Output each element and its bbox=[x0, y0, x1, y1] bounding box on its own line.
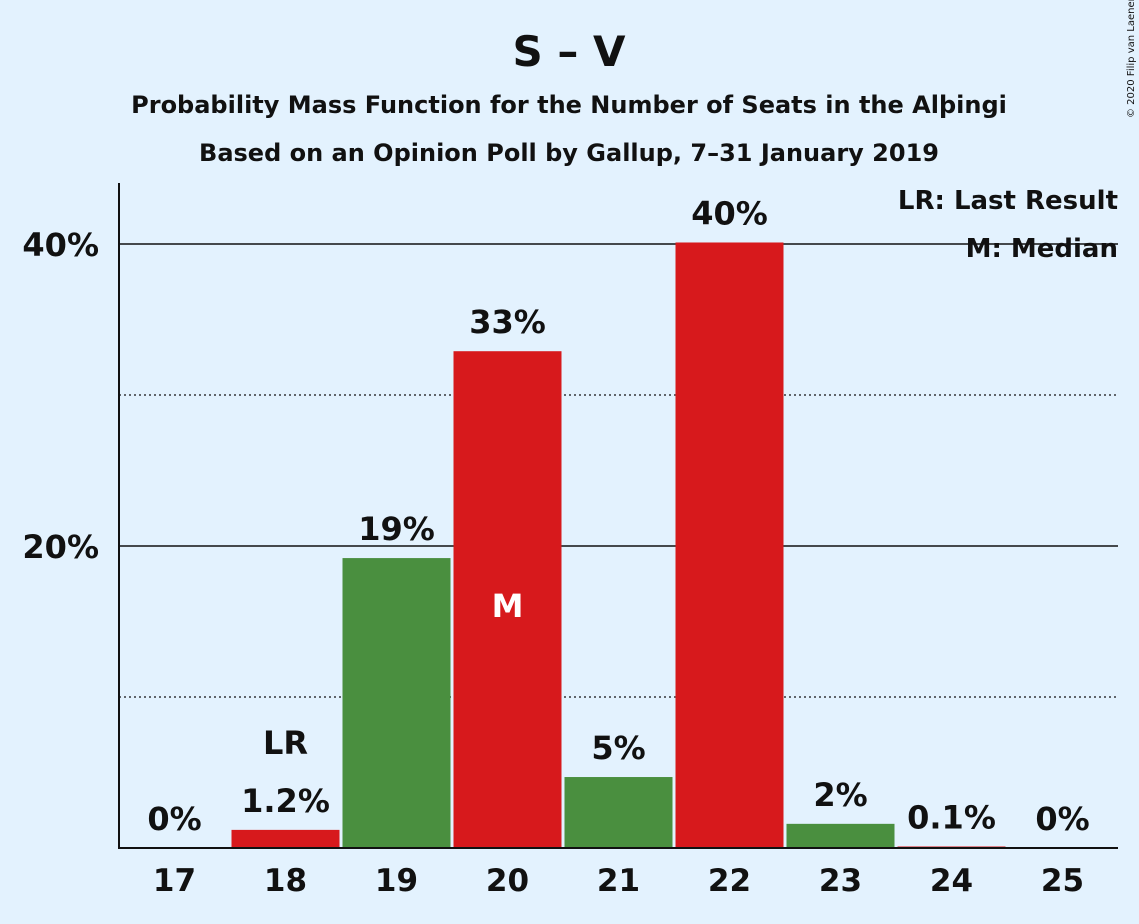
bars bbox=[231, 242, 1006, 849]
y-tick-label: 20% bbox=[22, 528, 99, 566]
value-label-24: 0.1% bbox=[907, 798, 996, 836]
last-result-marker: LR bbox=[263, 724, 308, 762]
x-axis-ticks: 17 18 19 20 21 22 23 24 25 bbox=[153, 863, 1084, 899]
gridlines bbox=[119, 243, 1118, 698]
x-tick-label: 20 bbox=[486, 863, 529, 899]
value-label-23: 2% bbox=[813, 776, 867, 814]
x-tick-label: 18 bbox=[264, 863, 307, 899]
x-tick-label: 23 bbox=[819, 863, 862, 899]
chart-title: S – V bbox=[513, 27, 626, 76]
x-tick-label: 21 bbox=[597, 863, 640, 899]
x-tick-label: 19 bbox=[375, 863, 418, 899]
value-label-21: 5% bbox=[591, 729, 645, 767]
bar-22 bbox=[675, 242, 784, 849]
bar-20 bbox=[453, 351, 562, 848]
x-tick-label: 24 bbox=[930, 863, 973, 899]
bar-23 bbox=[786, 823, 895, 848]
value-label-19: 19% bbox=[358, 510, 435, 548]
value-label-20: 33% bbox=[469, 303, 546, 341]
value-label-17: 0% bbox=[147, 800, 201, 838]
value-labels: 0% 1.2% LR 19% 33% M 5% 40% 2% 0.1% 0% bbox=[147, 194, 1089, 838]
bar-19 bbox=[342, 558, 451, 848]
x-tick-label: 25 bbox=[1041, 863, 1084, 899]
legend-last-result: LR: Last Result bbox=[898, 186, 1118, 216]
value-label-18: 1.2% bbox=[241, 782, 330, 820]
value-label-25: 0% bbox=[1035, 800, 1089, 838]
x-tick-label: 17 bbox=[153, 863, 196, 899]
x-tick-label: 22 bbox=[708, 863, 751, 899]
y-tick-label: 40% bbox=[22, 226, 99, 264]
legend-median: M: Median bbox=[966, 234, 1118, 264]
value-label-22: 40% bbox=[691, 194, 768, 232]
median-marker: M bbox=[492, 587, 524, 625]
bar-18 bbox=[231, 829, 340, 848]
bar-21 bbox=[564, 777, 673, 848]
chart-subtitle-2: Based on an Opinion Poll by Gallup, 7–31… bbox=[199, 139, 939, 167]
y-axis-ticks: 20% 40% bbox=[22, 226, 99, 566]
copyright-text: © 2020 Filip van Laenen bbox=[1126, 0, 1137, 118]
chart-subtitle: Probability Mass Function for the Number… bbox=[131, 91, 1007, 119]
